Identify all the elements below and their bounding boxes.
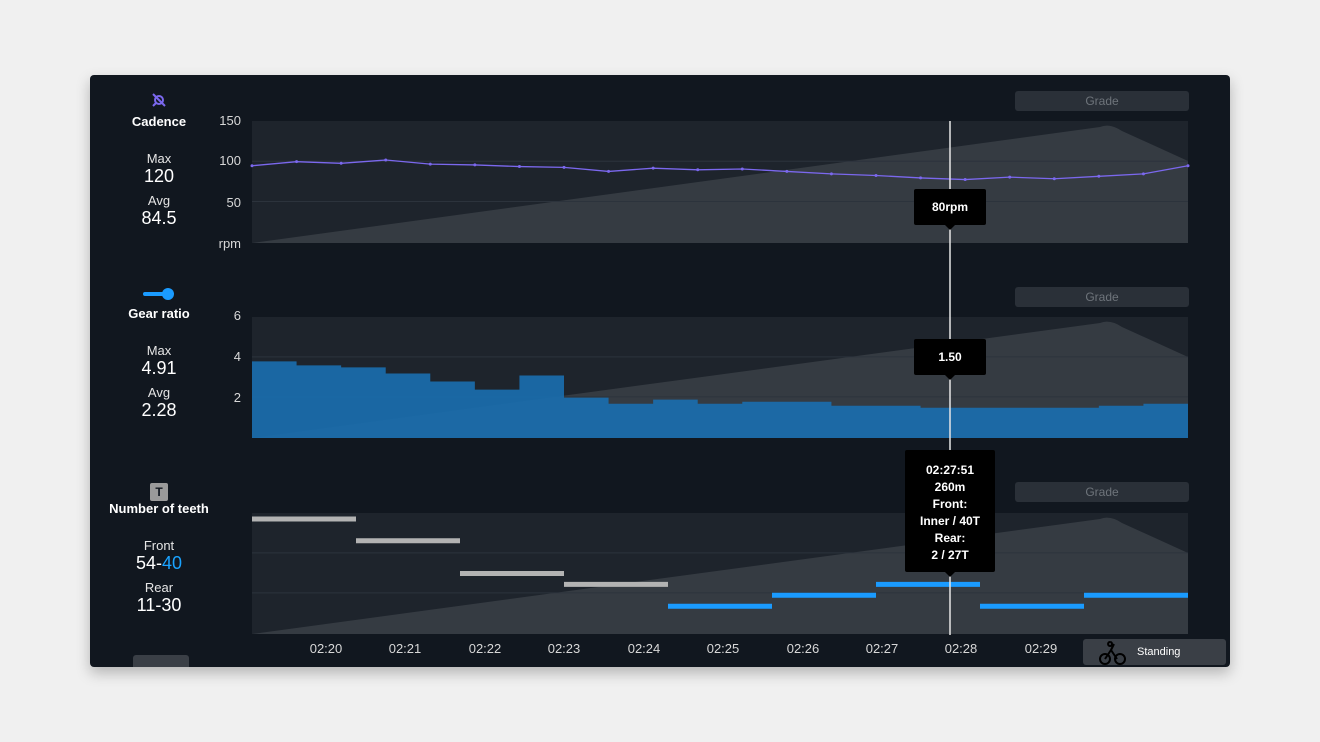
- cadence-icon: [152, 93, 166, 107]
- plot-background: [252, 513, 1188, 634]
- cadence-point: [1097, 174, 1101, 178]
- cadence-point: [295, 160, 299, 164]
- cadence-point: [517, 165, 521, 169]
- gear-tooltip: 1.50: [914, 339, 986, 380]
- cadence-ytick: 100: [219, 153, 241, 168]
- teeth-summary: T Number of teeth Front 54-40 Rear 11-30: [90, 483, 228, 616]
- cadence-ytick: 50: [226, 195, 241, 210]
- cadence-point: [651, 166, 655, 170]
- cadence-grade-toggle[interactable]: Grade: [1015, 91, 1189, 111]
- cadence-tooltip: 80rpm: [914, 189, 986, 230]
- cadence-point: [607, 169, 611, 173]
- cadence-point: [1141, 172, 1145, 176]
- gear-max-value: 4.91: [141, 358, 177, 378]
- x-tick: 02:26: [786, 641, 820, 656]
- cadence-point: [473, 163, 477, 167]
- x-tick: 02:20: [309, 641, 343, 656]
- cadence-point: [740, 167, 744, 171]
- grade-profile-area: [252, 321, 1188, 438]
- standing-button[interactable]: Standing: [1083, 639, 1226, 665]
- grade-profile-area: [252, 125, 1188, 243]
- teeth-tooltip: 02:27:51 260m Front: Inner / 40T Rear: 2…: [905, 450, 995, 577]
- cadence-point: [1008, 175, 1012, 179]
- x-tick: 02:23: [547, 641, 581, 656]
- x-tick: 02:28: [944, 641, 978, 656]
- front-current: 40: [161, 553, 183, 573]
- tooltip-front-label: Front:: [932, 497, 968, 511]
- cadence-point: [963, 178, 967, 182]
- cadence-point: [384, 158, 388, 162]
- cadence-point: [1186, 164, 1190, 168]
- tooltip-front-value: Inner / 40T: [919, 514, 981, 528]
- cadence-title: Cadence: [131, 114, 187, 129]
- cadence-ytick: 150: [219, 113, 241, 128]
- x-tick: 02:29: [1024, 641, 1058, 656]
- teeth-grade-toggle[interactable]: Grade: [1015, 482, 1189, 502]
- cadence-point: [696, 168, 700, 172]
- gear-grade-toggle[interactable]: Grade: [1015, 287, 1189, 307]
- chart-card: Cadence Max 120 Avg 84.5 Gear ratio Max …: [90, 75, 1230, 667]
- x-tick: 02:22: [468, 641, 502, 656]
- cadence-point: [1052, 177, 1056, 181]
- tooltip-distance: 260m: [934, 480, 966, 494]
- cadence-max-label: Max: [146, 151, 172, 166]
- front-label: Front: [143, 538, 175, 553]
- scroll-handle[interactable]: [133, 655, 189, 667]
- x-tick: 02:25: [706, 641, 740, 656]
- cadence-yunit: rpm: [218, 236, 241, 251]
- rear-label: Rear: [144, 580, 174, 595]
- plot-background: [252, 121, 1188, 243]
- gear-ytick: 6: [233, 308, 241, 323]
- gear-max-label: Max: [146, 343, 172, 358]
- x-tick: 02:24: [627, 641, 661, 656]
- cadence-point: [785, 169, 789, 173]
- gear-ytick: 4: [233, 349, 241, 364]
- x-tick: 02:27: [865, 641, 899, 656]
- cadence-point: [250, 164, 254, 168]
- cadence-line: [251, 159, 1189, 181]
- front-value: 54-40: [90, 553, 228, 574]
- teeth-title: Number of teeth: [109, 501, 209, 516]
- gear-summary: Gear ratio Max 4.91 Avg 2.28: [90, 287, 228, 421]
- gear-ratio-area: [252, 347, 1188, 438]
- tooltip-rear-label: Rear:: [934, 531, 966, 545]
- front-range: 54-: [135, 553, 162, 573]
- cadence-avg-label: Avg: [147, 193, 171, 208]
- cadence-max-value: 120: [143, 166, 175, 186]
- gear-ytick: 2: [233, 390, 241, 405]
- gear-avg-value: 2.28: [141, 400, 177, 420]
- cadence-point: [339, 161, 343, 165]
- rear-value: 11-30: [136, 595, 182, 615]
- cadence-summary: Cadence Max 120 Avg 84.5: [90, 91, 228, 229]
- cadence-point: [874, 173, 878, 177]
- charts-svg: [250, 121, 1190, 635]
- plot-background: [252, 317, 1188, 438]
- x-tick: 02:21: [388, 641, 422, 656]
- cadence-point: [562, 165, 566, 169]
- cadence-point: [428, 162, 432, 166]
- tooltip-rear-value: 2 / 27T: [931, 548, 969, 562]
- standing-label: Standing: [1137, 646, 1181, 658]
- cadence-point: [919, 176, 923, 180]
- grade-profile-area: [252, 517, 1188, 634]
- cyclist-icon: [1099, 641, 1126, 665]
- cadence-avg-value: 84.5: [141, 208, 177, 228]
- gear-title: Gear ratio: [128, 306, 190, 321]
- gear-avg-label: Avg: [147, 385, 171, 400]
- teeth-icon: T: [150, 483, 168, 501]
- tooltip-time: 02:27:51: [925, 463, 975, 477]
- gear-ratio-icon: [143, 288, 174, 300]
- cadence-point: [829, 172, 833, 176]
